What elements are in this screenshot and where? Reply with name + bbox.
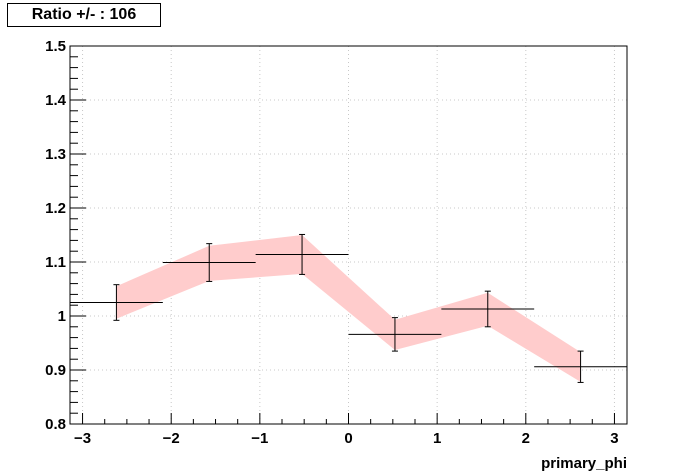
data-point xyxy=(441,290,535,328)
axes-layer: −3 −2 −1 0 1 2 3 0.8 0.9 1 1.1 1.2 1.3 1.4 1.5 xyxy=(45,38,618,447)
y-tick-label: 1.5 xyxy=(45,38,66,55)
x-axis-title: primary_phi xyxy=(541,455,627,472)
y-tick-label: 0.9 xyxy=(45,362,66,379)
x-tick-label: 1 xyxy=(433,430,441,447)
x-tick-label: −2 xyxy=(163,430,180,447)
error-band xyxy=(116,235,581,382)
error-band-layer xyxy=(116,235,581,382)
data-points-layer xyxy=(70,233,627,383)
data-point xyxy=(162,243,256,282)
y-tick-label: 1.3 xyxy=(45,146,66,163)
data-point xyxy=(348,317,442,352)
y-tick-label: 1.1 xyxy=(45,254,66,271)
x-tick-label: −1 xyxy=(251,430,268,447)
data-point xyxy=(255,233,349,275)
data-point xyxy=(70,284,163,321)
data-point xyxy=(534,350,627,383)
x-tick-label: 3 xyxy=(610,430,618,447)
y-tick-label: 0.8 xyxy=(45,416,66,433)
x-tick-label: −3 xyxy=(74,430,91,447)
y-tick-label: 1.4 xyxy=(45,92,67,109)
x-tick-label: 0 xyxy=(344,430,352,447)
grid-layer xyxy=(70,45,627,425)
y-tick-label: 1 xyxy=(58,308,66,325)
chart-title: Ratio +/- : 106 xyxy=(7,3,161,27)
x-tick-label: 2 xyxy=(522,430,530,447)
y-tick-label: 1.2 xyxy=(45,200,66,217)
